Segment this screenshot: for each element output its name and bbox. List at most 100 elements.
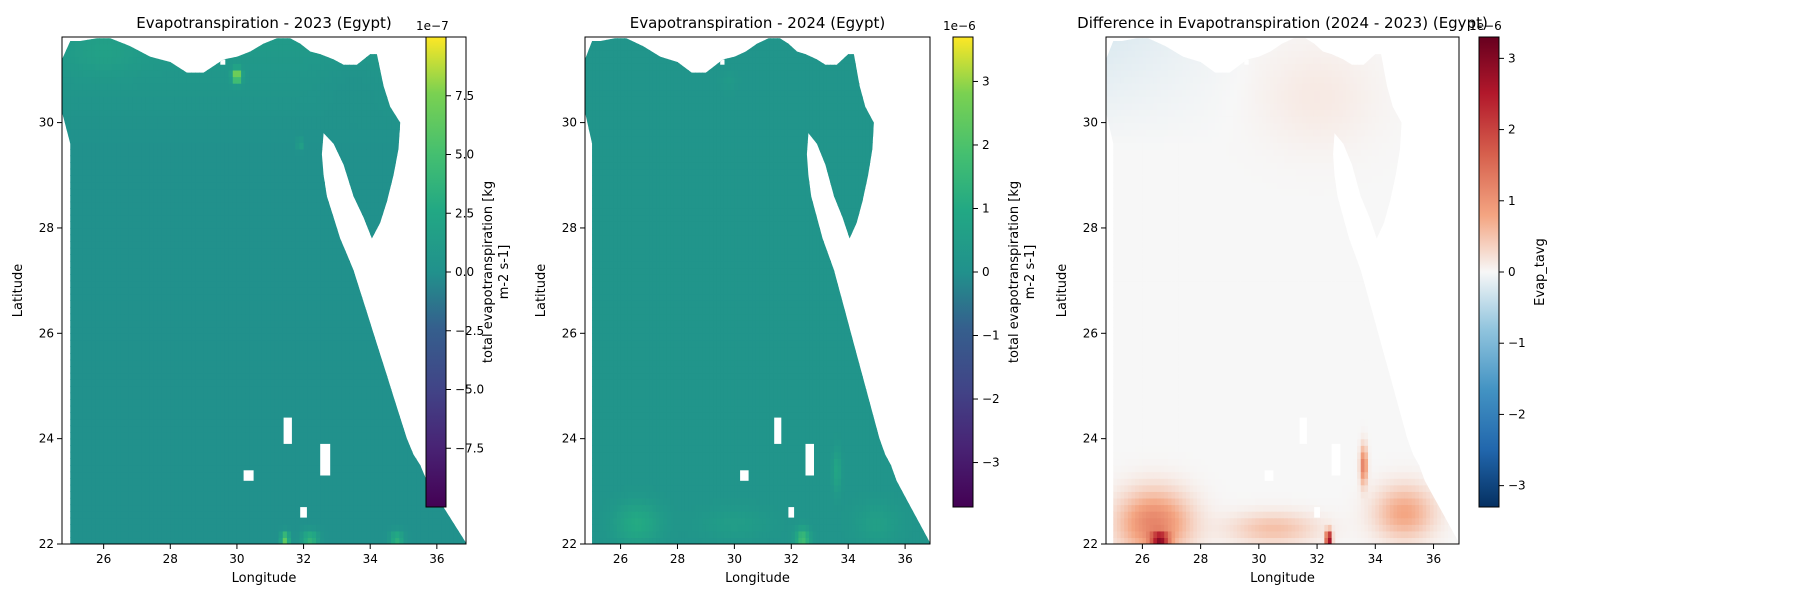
heatmap-cell xyxy=(357,293,363,301)
heatmap-cell xyxy=(161,524,167,532)
heatmap-cell xyxy=(132,208,138,216)
heatmap-cell xyxy=(320,379,325,387)
heatmap-cell xyxy=(107,471,113,479)
heatmap-cell xyxy=(449,504,455,512)
heatmap-cell xyxy=(361,530,367,539)
heatmap-cell xyxy=(328,241,334,249)
heatmap-cell xyxy=(453,471,459,479)
heatmap-cell xyxy=(274,214,280,222)
heatmap-cell xyxy=(399,333,405,341)
heatmap-cell xyxy=(95,425,101,433)
heatmap-cell xyxy=(307,214,313,222)
heatmap-cell xyxy=(220,333,226,341)
heatmap-cell xyxy=(416,478,421,486)
heatmap-cell xyxy=(220,306,226,315)
heatmap-cell xyxy=(66,227,71,236)
heatmap-cell xyxy=(349,300,355,308)
heatmap-cell xyxy=(411,260,417,269)
heatmap-cell xyxy=(282,458,288,466)
heatmap-cell xyxy=(349,445,355,453)
heatmap-cell xyxy=(166,418,171,427)
heatmap-cell xyxy=(203,293,209,301)
heatmap-cell xyxy=(336,445,342,453)
heatmap-cell xyxy=(270,451,276,459)
heatmap-cell xyxy=(170,247,176,255)
heatmap-cell xyxy=(195,458,201,466)
heatmap-cell xyxy=(182,471,188,479)
heatmap-cell xyxy=(378,491,384,499)
heatmap-cell xyxy=(274,484,280,492)
heatmap-cell xyxy=(199,425,205,433)
heatmap-cell xyxy=(286,511,292,519)
heatmap-cell xyxy=(420,497,425,506)
heatmap-cell xyxy=(182,530,188,539)
heatmap-cell xyxy=(345,517,350,525)
heatmap-cell xyxy=(103,405,109,413)
heatmap-cell xyxy=(166,247,171,255)
heatmap-cell xyxy=(107,339,113,348)
heatmap-cell xyxy=(391,458,396,466)
heatmap-cell xyxy=(382,300,388,308)
heatmap-cell xyxy=(82,471,88,479)
heatmap-cell xyxy=(149,214,155,222)
heatmap-cell xyxy=(307,478,313,486)
heatmap-cell xyxy=(266,425,271,433)
heatmap-cell xyxy=(99,392,105,400)
heatmap-cell xyxy=(74,359,80,367)
heatmap-cell xyxy=(270,524,276,532)
heatmap-cell xyxy=(386,293,392,301)
heatmap-cell xyxy=(74,339,80,348)
heatmap-cell xyxy=(66,491,71,499)
heatmap-cell xyxy=(157,366,163,374)
heatmap-cell xyxy=(345,451,350,459)
heatmap-cell xyxy=(220,412,226,420)
heatmap-cell xyxy=(316,458,321,466)
heatmap-cell xyxy=(353,372,359,380)
heatmap-cell xyxy=(395,339,400,348)
heatmap-cell xyxy=(278,524,284,532)
heatmap-cell xyxy=(311,379,317,387)
heatmap-cell xyxy=(241,385,246,394)
heatmap-cell xyxy=(353,227,359,236)
heatmap-cell xyxy=(374,333,380,341)
heatmap-cell xyxy=(220,208,226,216)
heatmap-cell xyxy=(378,405,384,413)
heatmap-cell xyxy=(182,201,188,209)
heatmap-cell xyxy=(399,484,405,492)
heatmap-cell xyxy=(420,537,425,545)
heatmap-cell xyxy=(266,471,271,479)
heatmap-cell xyxy=(241,353,246,361)
heatmap-cell xyxy=(353,234,359,242)
heatmap-cell xyxy=(228,385,234,394)
heatmap-cell xyxy=(361,287,367,295)
heatmap-cell xyxy=(336,511,342,519)
heatmap-cell xyxy=(299,524,305,532)
heatmap-cell xyxy=(111,287,117,295)
heatmap-cell xyxy=(141,274,146,282)
heatmap-cell xyxy=(103,478,109,486)
heatmap-cell xyxy=(411,306,417,315)
heatmap-cell xyxy=(124,359,130,367)
heatmap-cell xyxy=(74,320,80,328)
heatmap-cell xyxy=(395,241,400,249)
heatmap-cell xyxy=(291,524,296,532)
heatmap-cell xyxy=(282,300,288,308)
heatmap-cell xyxy=(157,412,163,420)
heatmap-cell xyxy=(70,530,76,539)
heatmap-cell xyxy=(124,346,130,354)
heatmap-cell xyxy=(324,221,330,229)
heatmap-cell xyxy=(316,451,321,459)
heatmap-cell xyxy=(232,471,238,479)
heatmap-cell xyxy=(336,214,342,222)
heatmap-cell xyxy=(299,300,305,308)
heatmap-cell xyxy=(378,274,384,282)
heatmap-cell xyxy=(153,274,159,282)
heatmap-cell xyxy=(274,445,280,453)
heatmap-cell xyxy=(161,405,167,413)
heatmap-cell xyxy=(361,254,367,262)
heatmap-cell xyxy=(120,399,126,407)
heatmap-cell xyxy=(191,300,196,308)
heatmap-cell xyxy=(403,405,409,413)
heatmap-cell xyxy=(191,254,196,262)
heatmap-cell xyxy=(116,379,121,387)
